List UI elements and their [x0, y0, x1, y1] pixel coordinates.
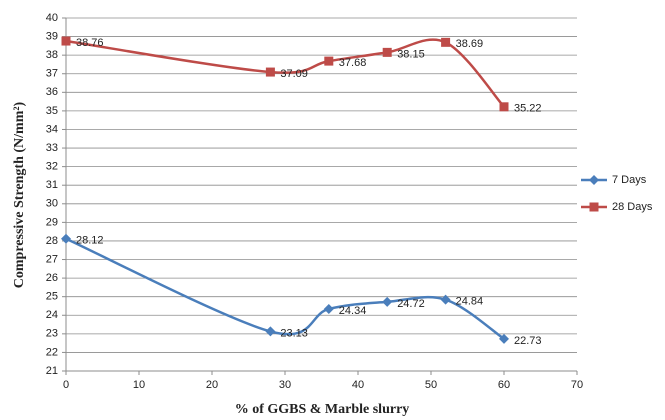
y-tick-label: 35 — [46, 105, 58, 117]
data-label: 35.22 — [514, 103, 542, 115]
series-line — [65, 237, 505, 340]
data-label: 24.84 — [456, 296, 484, 308]
x-tick-label: 50 — [425, 379, 437, 391]
y-tick-label: 28 — [46, 235, 58, 247]
data-point — [265, 326, 276, 337]
data-label: 38.15 — [397, 48, 425, 60]
data-label: 38.76 — [76, 37, 104, 49]
y-tick-label: 21 — [46, 365, 58, 377]
data-label: 37.09 — [280, 68, 308, 80]
data-label: 24.72 — [397, 298, 425, 310]
data-point — [382, 296, 393, 307]
x-tick-label: 30 — [279, 379, 291, 391]
series-line — [65, 38, 505, 108]
data-label: 37.68 — [339, 57, 367, 69]
data-point — [382, 47, 392, 57]
y-tick-label: 40 — [46, 12, 58, 24]
y-tick-label: 24 — [46, 309, 58, 321]
data-point — [61, 233, 71, 244]
y-tick-label: 25 — [46, 291, 58, 303]
y-tick-label: 36 — [46, 86, 58, 98]
data-point — [324, 56, 334, 66]
y-tick-label: 37 — [46, 68, 58, 80]
x-tick-label: 0 — [63, 379, 69, 391]
x-tick-label: 40 — [352, 379, 364, 391]
y-tick-label: 30 — [46, 198, 58, 210]
y-tick-label: 32 — [46, 161, 58, 173]
data-point — [440, 294, 451, 305]
data-label: 23.13 — [280, 327, 308, 339]
data-point — [265, 67, 275, 77]
y-tick-label: 39 — [46, 30, 58, 42]
legend-marker — [589, 175, 599, 185]
x-tick-label: 20 — [206, 379, 218, 391]
data-label: 24.34 — [339, 305, 367, 317]
data-label: 38.69 — [456, 38, 484, 50]
legend-marker — [589, 202, 599, 212]
data-point — [499, 102, 509, 112]
y-tick-label: 34 — [46, 123, 58, 135]
y-tick-label: 29 — [46, 216, 58, 228]
y-axis-title: Compressive Strength (N/mm²) — [12, 101, 27, 288]
data-point — [499, 333, 509, 344]
y-tick-label: 38 — [46, 49, 58, 61]
data-point — [61, 36, 71, 46]
legend-label: 7 Days — [612, 174, 647, 186]
data-point — [323, 303, 334, 314]
legend-label: 28 Days — [612, 201, 653, 213]
x-tick-label: 70 — [571, 379, 583, 391]
data-point — [441, 37, 451, 47]
y-tick-label: 31 — [46, 179, 58, 191]
data-label: 28.12 — [76, 235, 104, 247]
y-tick-label: 26 — [46, 272, 58, 284]
y-tick-label: 23 — [46, 328, 58, 340]
x-tick-label: 10 — [133, 379, 145, 391]
x-axis-title: % of GGBS & Marble slurry — [235, 402, 410, 417]
y-tick-label: 27 — [46, 253, 58, 265]
y-tick-label: 22 — [46, 346, 58, 358]
y-tick-label: 33 — [46, 142, 58, 154]
x-tick-label: 60 — [498, 379, 510, 391]
data-label: 22.73 — [514, 335, 542, 347]
